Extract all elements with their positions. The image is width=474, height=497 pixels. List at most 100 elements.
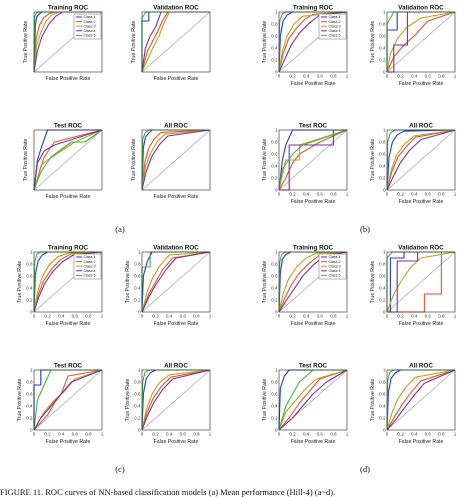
roc-curve-class-4 bbox=[141, 251, 211, 313]
y-tick-label: 0.2 bbox=[379, 176, 386, 181]
y-tick-label: 1 bbox=[30, 368, 33, 373]
roc-curve-class-3 bbox=[386, 369, 456, 431]
roc-curve-class-4 bbox=[141, 369, 211, 431]
roc-curve-class-3 bbox=[386, 251, 456, 313]
legend-label: Class 4 bbox=[329, 269, 341, 273]
x-tick-label: 0.4 bbox=[411, 314, 418, 319]
legend-label: Class 2 bbox=[84, 260, 96, 264]
x-axis-label: False Positive Rate bbox=[291, 439, 336, 445]
legend-label: Class 2 bbox=[84, 20, 96, 24]
legend-label: Class 3 bbox=[84, 264, 96, 268]
y-tick-label: 0.6 bbox=[379, 152, 386, 157]
legend-label: Class 5 bbox=[84, 34, 96, 38]
y-tick-label: 0.6 bbox=[271, 34, 278, 39]
y-axis-label: True Positive Rate bbox=[262, 379, 268, 422]
roc-curve-class-3 bbox=[33, 251, 103, 313]
chance-diagonal bbox=[33, 369, 103, 431]
legend-label: Class 5 bbox=[84, 274, 96, 278]
y-axis-label: True Positive Rate bbox=[131, 139, 137, 182]
x-tick-label: 0.4 bbox=[411, 432, 418, 437]
panel-title: All ROC bbox=[164, 123, 188, 130]
y-tick-label: 0.4 bbox=[379, 46, 386, 51]
x-axis-label: False Positive Rate bbox=[46, 76, 91, 82]
y-tick-label: 0.4 bbox=[26, 404, 33, 409]
y-tick-label: 0.4 bbox=[379, 404, 386, 409]
chance-diagonal bbox=[386, 369, 456, 431]
roc-panel: Test ROC False Positive Rate True Positive… bbox=[262, 123, 349, 206]
y-tick-label: 1 bbox=[383, 250, 386, 255]
x-tick-label: 0 bbox=[278, 74, 281, 79]
x-tick-label: 0.8 bbox=[85, 314, 92, 319]
x-axis-label: False Positive Rate bbox=[399, 439, 444, 445]
chance-diagonal bbox=[141, 129, 211, 191]
y-tick-label: 0.4 bbox=[271, 404, 278, 409]
y-tick-label: 0.2 bbox=[26, 298, 33, 303]
axes-box bbox=[278, 251, 348, 313]
y-tick-label: 1 bbox=[275, 250, 278, 255]
figure-caption: FIGURE 11. ROC curves of NN-based classi… bbox=[0, 487, 335, 497]
axes-box bbox=[278, 369, 348, 431]
axes-box bbox=[33, 251, 103, 313]
x-tick-label: 0 bbox=[141, 432, 144, 437]
x-tick-label: 0.2 bbox=[289, 314, 296, 319]
roc-panel: Validation ROC False Positive Rate True Po… bbox=[125, 245, 212, 328]
y-tick-label: 0.8 bbox=[271, 262, 278, 267]
roc-curve-class-3 bbox=[278, 251, 348, 313]
axes-box bbox=[33, 129, 103, 191]
x-tick-label: 1 bbox=[346, 74, 349, 79]
x-axis-label: False Positive Rate bbox=[291, 321, 336, 327]
x-tick-label: 0.4 bbox=[411, 192, 418, 197]
y-tick-label: 0 bbox=[383, 428, 386, 433]
x-tick-label: 0.8 bbox=[193, 314, 200, 319]
x-tick-label: 0.4 bbox=[303, 314, 310, 319]
x-tick-label: 0 bbox=[278, 432, 281, 437]
y-tick-label: 0.6 bbox=[379, 274, 386, 279]
x-axis-label: False Positive Rate bbox=[154, 76, 199, 82]
y-tick-label: 0.4 bbox=[271, 164, 278, 169]
roc-panel: Test ROC False Positive Rate True Positive… bbox=[262, 363, 349, 446]
roc-curve-class-2 bbox=[141, 129, 211, 191]
roc-panel: Training ROC False Positive Rate True Posi… bbox=[17, 245, 104, 328]
x-tick-label: 0.6 bbox=[72, 432, 79, 437]
y-tick-label: 0 bbox=[383, 188, 386, 193]
y-tick-label: 0.2 bbox=[271, 176, 278, 181]
x-tick-label: 0.6 bbox=[317, 192, 324, 197]
chance-diagonal bbox=[33, 129, 103, 191]
x-tick-label: 0.4 bbox=[58, 314, 65, 319]
legend-label: Class 2 bbox=[329, 20, 341, 24]
x-axis-label: False Positive Rate bbox=[46, 321, 91, 327]
axes-box bbox=[33, 11, 103, 73]
x-tick-label: 0.2 bbox=[44, 432, 51, 437]
y-tick-label: 0 bbox=[383, 70, 386, 75]
y-tick-label: 0.8 bbox=[26, 262, 33, 267]
roc-curve-class-2 bbox=[278, 369, 348, 431]
x-tick-label: 0.6 bbox=[72, 314, 79, 319]
x-tick-label: 0.4 bbox=[303, 192, 310, 197]
y-tick-label: 0.8 bbox=[379, 380, 386, 385]
roc-curve-class-4 bbox=[33, 369, 103, 431]
figure-group: Training ROC False Positive Rate True Posi… bbox=[262, 5, 457, 235]
x-tick-label: 0.8 bbox=[193, 432, 200, 437]
x-axis-label: False Positive Rate bbox=[399, 81, 444, 87]
y-tick-label: 0.8 bbox=[134, 380, 141, 385]
panel-title: Test ROC bbox=[54, 123, 83, 130]
roc-curve-class-2 bbox=[386, 129, 456, 191]
x-tick-label: 0.4 bbox=[303, 432, 310, 437]
y-tick-label: 0.8 bbox=[271, 22, 278, 27]
y-axis-label: True Positive Rate bbox=[17, 261, 23, 304]
axes-box bbox=[386, 369, 456, 431]
x-tick-label: 0.8 bbox=[330, 192, 337, 197]
legend-label: Class 5 bbox=[329, 34, 341, 38]
x-tick-label: 0.8 bbox=[438, 432, 445, 437]
panel-title: Validation ROC bbox=[398, 5, 444, 12]
x-tick-label: 1 bbox=[346, 432, 349, 437]
x-axis-label: False Positive Rate bbox=[291, 199, 336, 205]
x-tick-label: 0.8 bbox=[330, 74, 337, 79]
y-tick-label: 0.2 bbox=[379, 298, 386, 303]
y-axis-label: True Positive Rate bbox=[370, 261, 376, 304]
y-tick-label: 1 bbox=[30, 250, 33, 255]
legend-label: Class 5 bbox=[329, 274, 341, 278]
x-axis-label: False Positive Rate bbox=[399, 321, 444, 327]
y-axis-label: True Positive Rate bbox=[23, 21, 29, 64]
